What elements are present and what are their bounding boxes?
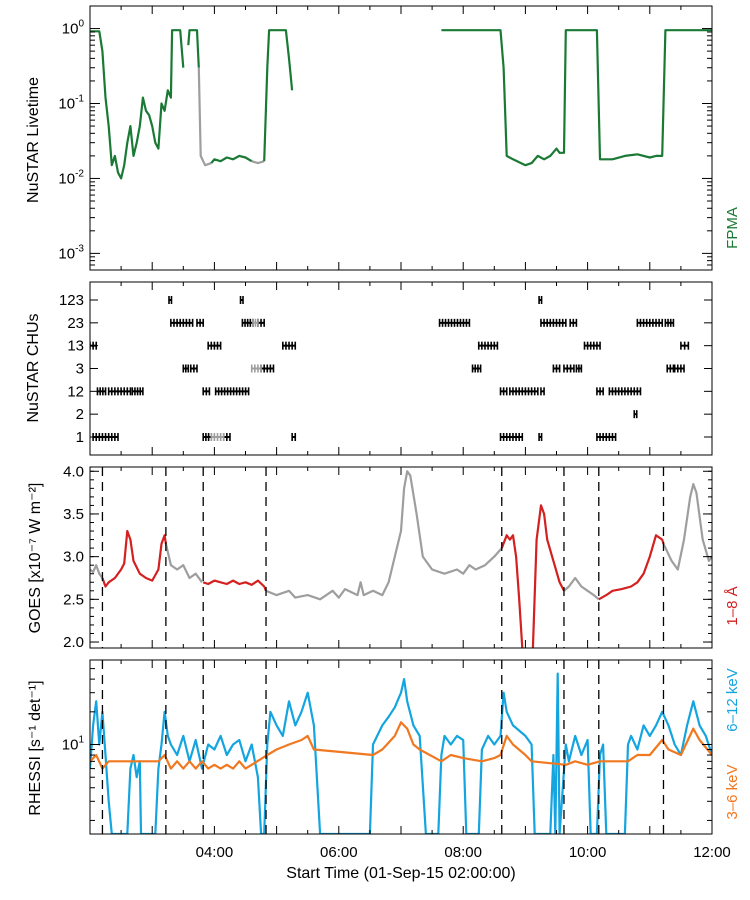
goes-frame [89,466,713,649]
goes-right-label: 1–8 Å [724,586,741,625]
goes-y-label: GOES [x10⁻⁷ W m⁻²] [27,483,44,634]
goes-series-gray [164,543,203,583]
goes-y-tick-label: 4.0 [63,463,84,480]
livetime-right-label: FPMA [724,207,741,249]
chus-y-tick-label: 1 [76,429,84,446]
goes-y-tick-label: 3.5 [63,506,84,523]
goes-series-gray [662,483,712,571]
rhessi-x-ticks [120,660,713,834]
goes-series [90,470,712,648]
goes-y-label-text: GOES [x10⁻⁷ W m⁻²] [27,483,44,634]
livetime-series [90,29,712,180]
goes-y-tick-label: 2.5 [63,591,84,608]
goes-series-red [500,534,524,648]
rhessi-y-ticks: 101 [62,659,712,821]
livetime-series-green [90,29,185,180]
rhessi-right-label-high: 6–12 keV [724,668,741,731]
livetime-y-ticks: 10-3 10-2 10-1 100 [58,5,712,271]
livetime-y-tick-label: 100 [62,19,85,38]
livetime-series-gray [197,67,212,167]
livetime-y-tick-label: 10-2 [58,168,84,187]
rhessi-series-blue [90,672,712,834]
x-tick-label: 08:00 [444,844,482,861]
panel-goes: 2.0 2.5 3.0 3.5 4.0 GOES [x10⁻⁷ W m⁻²] 1–8 Å [27,463,741,651]
chus-y-tick-label: 23 [67,315,84,332]
livetime-series-green [263,29,294,162]
chus-y-tick-label: 13 [67,338,84,355]
livetime-series-green [441,29,712,167]
livetime-series-green [210,154,253,164]
chus-series [90,296,690,441]
x-tick-labels: 04:00 06:00 08:00 10:00 12:00 [196,844,731,861]
goes-y-ticks: 2.0 2.5 3.0 3.5 4.0 [63,463,712,651]
rhessi-y-label: RHESSI [s⁻¹ det⁻¹] [27,680,44,815]
goes-y-tick-label: 2.0 [63,634,84,651]
chus-x-ticks [120,282,713,455]
goes-series-gray [90,564,104,579]
chus-y-tick-label: 2 [76,406,84,423]
goes-x-ticks [120,467,713,648]
livetime-y-label: NuSTAR Livetime [25,77,42,203]
livetime-series-gray [251,160,265,165]
livetime-y-tick-label: 10-3 [58,243,84,262]
chus-y-tick-label: 123 [59,292,84,309]
rhessi-frame [89,659,713,835]
goes-series-gray [563,576,600,601]
x-axis-label: Start Time (01-Sep-15 02:00:00) [286,865,515,882]
goes-series-red [598,534,665,601]
chus-y-label: NuSTAR CHUs [25,313,42,422]
goes-y-tick-label: 3.0 [63,549,84,566]
rhessi-right-label-low: 3–6 keV [724,764,741,819]
chus-y-tick-label: 12 [67,383,84,400]
livetime-series-green [187,29,200,68]
panel-rhessi: 101 RHESSI [s⁻¹ det⁻¹] 3–6 keV 6–12 keV [27,659,741,835]
livetime-y-tick-label: 10-1 [58,93,84,112]
x-tick-label: 04:00 [196,844,234,861]
rhessi-series-orange [90,721,712,770]
chus-y-tick-label: 3 [76,361,84,378]
x-tick-label: 12:00 [693,844,731,861]
goes-series-gray [265,470,503,601]
goes-series-red [531,504,565,648]
rhessi-series [90,672,712,834]
rhessi-y-tick-label: 101 [62,735,85,754]
livetime-frame [89,5,713,271]
goes-series-red [202,579,268,592]
x-tick-label: 10:00 [569,844,607,861]
livetime-x-ticks [120,6,713,270]
goes-series-red [101,529,167,588]
goes-dashed-lines [101,467,665,648]
x-tick-label: 06:00 [320,844,358,861]
panel-livetime: 10-3 10-2 10-1 100 NuSTAR Livetime FPMA [25,5,741,271]
